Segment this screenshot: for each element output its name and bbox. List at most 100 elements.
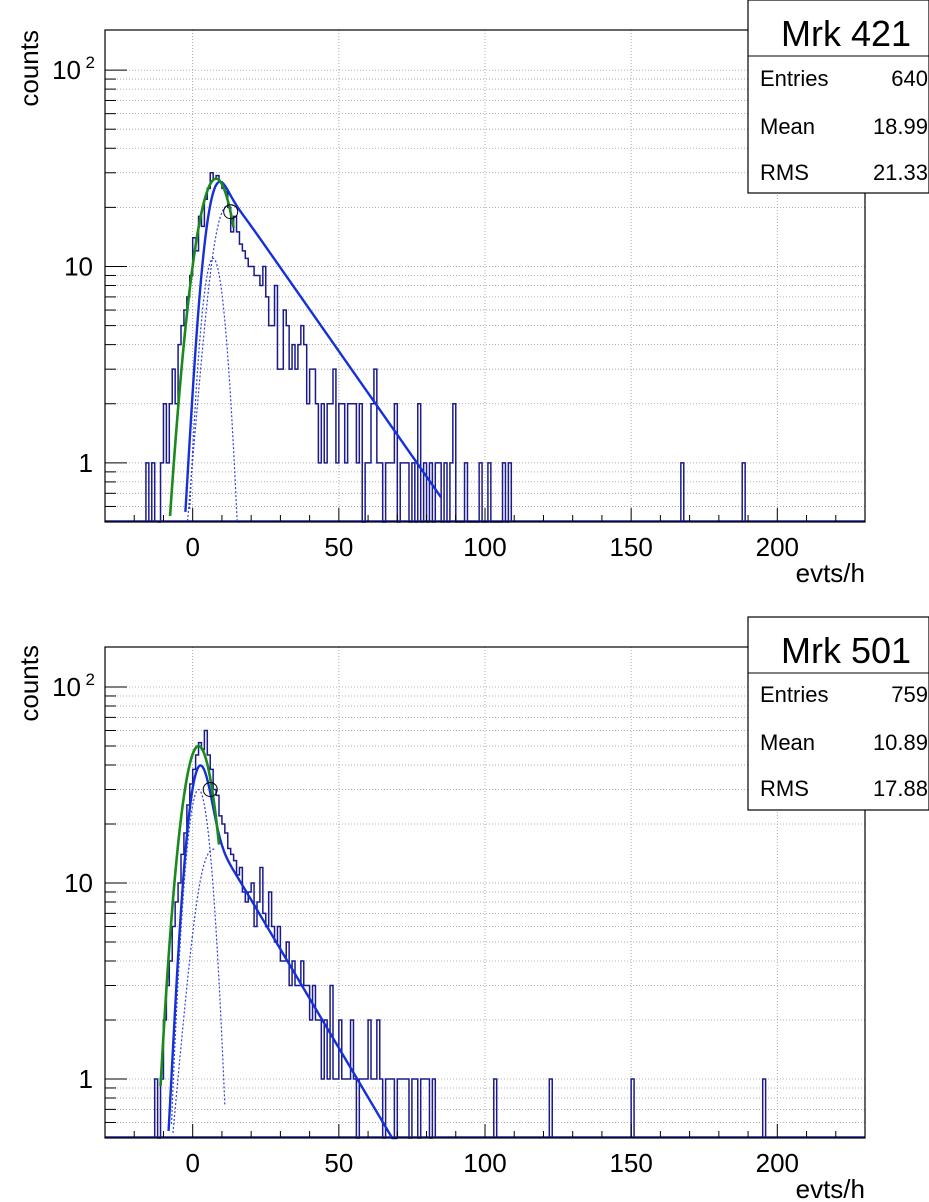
stats-entries-value: 759 bbox=[891, 682, 928, 707]
histogram-bin bbox=[488, 463, 491, 522]
histogram-bin bbox=[207, 755, 210, 1138]
histogram-bin bbox=[304, 345, 307, 522]
histogram-bin bbox=[289, 369, 292, 522]
histogram-bin bbox=[330, 985, 333, 1138]
histogram-bin bbox=[163, 404, 166, 522]
histogram-bin bbox=[315, 404, 318, 522]
histogram-bin bbox=[146, 463, 149, 522]
histogram-bin bbox=[196, 755, 199, 1138]
histogram-bin bbox=[166, 463, 169, 522]
x-axis-ticks: 0 50 100 150 200 bbox=[133, 508, 837, 562]
fit-curves bbox=[159, 744, 398, 1140]
histogram-bin bbox=[301, 326, 304, 522]
y-tick-label: 1 bbox=[79, 1064, 93, 1094]
stats-mean-label: Mean bbox=[760, 730, 815, 755]
peak-fit-curve bbox=[168, 177, 235, 517]
histogram-bin bbox=[295, 985, 298, 1138]
histogram-bin bbox=[342, 404, 345, 522]
histogram-bin bbox=[216, 176, 219, 522]
histogram-bin bbox=[508, 463, 511, 522]
histogram-outline bbox=[153, 729, 767, 1139]
x-tick-label: 200 bbox=[756, 532, 799, 562]
total-fit-curve bbox=[184, 180, 443, 512]
histogram-bin bbox=[397, 1079, 400, 1138]
y-tick-label: 10 bbox=[64, 868, 93, 898]
histogram-bin bbox=[280, 369, 283, 522]
histogram-bin bbox=[450, 463, 453, 522]
histogram-bin bbox=[432, 1079, 435, 1138]
total-fit-curve bbox=[167, 764, 398, 1140]
histogram-bin bbox=[242, 892, 245, 1138]
histogram-bin bbox=[231, 854, 234, 1138]
stats-mean-value: 10.89 bbox=[873, 730, 928, 755]
histogram-bin bbox=[257, 902, 260, 1138]
histogram-bin bbox=[742, 463, 745, 522]
gauss-component-curve bbox=[170, 788, 226, 1124]
histogram-bin bbox=[444, 463, 447, 522]
histogram-bin bbox=[292, 961, 295, 1138]
histogram-bin bbox=[427, 1079, 430, 1138]
histogram-bin bbox=[310, 1020, 313, 1138]
peak-fit-curve bbox=[159, 744, 221, 1086]
histogram-panel-mrk501: 0 50 100 150 200 1 10 10 2 evts/h counts Mrk 50… bbox=[14, 616, 929, 1202]
histogram-bin bbox=[307, 404, 310, 522]
histogram-bin bbox=[277, 926, 280, 1138]
histogram-bin bbox=[400, 1079, 403, 1138]
histogram-bin bbox=[327, 404, 330, 522]
histogram-bin bbox=[248, 892, 251, 1138]
histogram-bin bbox=[315, 1020, 318, 1138]
grid-lines bbox=[105, 30, 865, 523]
histogram-bin bbox=[286, 326, 289, 522]
x-tick-label: 150 bbox=[609, 1148, 652, 1178]
histogram-bin bbox=[321, 1079, 324, 1138]
x-tick-label: 150 bbox=[609, 532, 652, 562]
x-tick-label: 50 bbox=[324, 532, 353, 562]
histogram-bin bbox=[333, 369, 336, 522]
histogram-bin bbox=[190, 784, 193, 1138]
histogram-bin bbox=[289, 985, 292, 1138]
histogram-panel-mrk421: 0 50 100 150 200 1 10 10 2 evts/h counts Mrk 42… bbox=[14, 0, 929, 588]
stats-rms-value: 21.33 bbox=[873, 160, 928, 185]
histogram-bin bbox=[161, 463, 164, 522]
histogram-bin bbox=[204, 730, 207, 1138]
stats-mean-label: Mean bbox=[760, 114, 815, 139]
histogram-bin bbox=[254, 275, 257, 522]
histogram-bin bbox=[213, 789, 216, 1138]
histogram-bin bbox=[245, 258, 248, 522]
histogram-bin bbox=[228, 848, 231, 1138]
histogram-bin bbox=[239, 867, 242, 1138]
histogram-bin bbox=[260, 286, 263, 522]
histogram-bin bbox=[368, 1020, 371, 1138]
fit-curves bbox=[168, 177, 443, 523]
histogram-bin bbox=[339, 1020, 342, 1138]
histogram-bin bbox=[283, 310, 286, 522]
y-tick-label: 10 bbox=[52, 672, 81, 702]
histogram-bin bbox=[266, 926, 269, 1138]
histogram-bin bbox=[342, 1079, 345, 1138]
histogram-bin bbox=[763, 1079, 766, 1138]
histogram-bin bbox=[345, 463, 348, 522]
y-axis-title: counts bbox=[14, 645, 44, 722]
histogram-bin bbox=[248, 266, 251, 522]
histogram-bin bbox=[272, 926, 275, 1138]
histogram-bin bbox=[359, 404, 362, 522]
x-tick-label: 200 bbox=[756, 1148, 799, 1178]
histogram-bin bbox=[210, 173, 213, 522]
histogram-bin bbox=[353, 1079, 356, 1138]
x-tick-label: 100 bbox=[463, 532, 506, 562]
histogram-bin bbox=[275, 942, 278, 1138]
histogram-bin bbox=[280, 961, 283, 1138]
histogram-bin bbox=[465, 463, 468, 522]
histogram-bin bbox=[260, 867, 263, 1138]
stats-entries-label: Entries bbox=[760, 682, 828, 707]
histogram-bin bbox=[374, 369, 377, 522]
histogram-bin bbox=[400, 463, 403, 522]
histogram-bin bbox=[415, 1079, 418, 1138]
histogram-bin bbox=[269, 326, 272, 522]
histogram-bin bbox=[234, 861, 237, 1138]
histogram-bin bbox=[345, 1079, 348, 1138]
histogram-bin bbox=[365, 1079, 368, 1138]
histogram-bin bbox=[324, 1020, 327, 1138]
stats-box: Mrk 421 Entries 640 Mean 18.99 RMS 21.33 bbox=[747, 0, 929, 194]
